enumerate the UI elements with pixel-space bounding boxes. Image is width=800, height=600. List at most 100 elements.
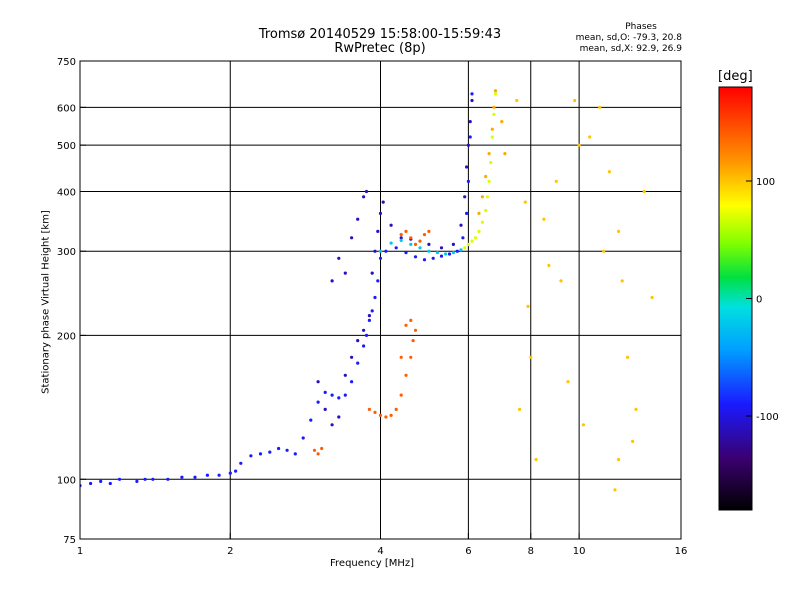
data-point — [588, 135, 592, 139]
data-point — [490, 127, 494, 131]
data-point — [534, 457, 538, 462]
data-point — [381, 200, 385, 204]
y-tick-label: 750 — [57, 57, 76, 68]
data-point — [489, 160, 493, 165]
data-point — [399, 233, 403, 237]
data-point — [362, 328, 366, 332]
y-tick-label: 100 — [57, 475, 76, 486]
data-point — [477, 229, 481, 233]
data-point — [459, 223, 463, 227]
data-point — [650, 295, 654, 300]
data-point — [367, 318, 371, 322]
y-tick-label: 300 — [57, 247, 76, 258]
data-point — [477, 211, 481, 215]
y-tick-label: 75 — [63, 535, 76, 546]
data-point — [487, 179, 491, 183]
data-point — [343, 373, 347, 377]
data-point — [451, 251, 455, 255]
x-axis-ticks: 1 2 4 6 8 10 16 — [77, 533, 688, 557]
data-point — [598, 105, 602, 109]
colorbar-tick-label: 100 — [756, 177, 775, 188]
data-point — [465, 211, 469, 215]
legend-x-mode-stats: mean, sd,X: 92.9, 26.9 — [579, 44, 682, 54]
data-point — [620, 279, 624, 283]
data-point — [625, 355, 630, 359]
data-point — [447, 252, 452, 256]
data-point — [376, 279, 380, 283]
data-point — [205, 473, 209, 477]
y-axis-ticks: 75 100 200 300 400 500 600 750 — [57, 57, 86, 546]
data-point — [293, 452, 297, 456]
data-point — [435, 251, 439, 255]
data-point — [413, 328, 418, 332]
x-tick-label: 4 — [377, 546, 383, 557]
data-point — [389, 413, 393, 417]
scatter-points — [80, 89, 654, 492]
x-tick-label: 8 — [528, 546, 534, 557]
y-tick-label: 500 — [57, 141, 76, 152]
data-point — [413, 255, 418, 259]
data-point — [613, 488, 617, 492]
x-tick-label: 16 — [675, 546, 688, 557]
data-point — [394, 246, 398, 250]
x-tick-label: 1 — [77, 546, 83, 557]
data-point — [451, 242, 455, 246]
data-point — [466, 179, 470, 183]
data-point — [484, 208, 488, 213]
data-point — [268, 450, 272, 454]
data-point — [404, 229, 408, 233]
data-point — [427, 229, 431, 233]
data-point — [427, 249, 431, 253]
data-point — [151, 477, 155, 481]
data-point — [577, 143, 581, 147]
data-point — [399, 238, 403, 242]
data-point — [470, 92, 474, 96]
data-point — [258, 452, 263, 456]
data-point — [466, 143, 470, 147]
data-point — [370, 309, 374, 313]
data-point — [394, 407, 398, 411]
data-point — [378, 211, 383, 215]
data-point — [492, 105, 496, 109]
data-point — [370, 271, 374, 275]
data-point — [364, 333, 369, 337]
data-point — [362, 344, 366, 348]
data-point — [277, 446, 281, 451]
data-point — [89, 481, 93, 486]
data-point — [389, 223, 393, 227]
x-tick-label: 10 — [573, 546, 586, 557]
data-point — [316, 380, 320, 384]
data-point — [418, 239, 422, 243]
data-point — [373, 410, 377, 414]
data-point — [422, 233, 427, 237]
data-point — [602, 249, 606, 253]
data-point — [285, 448, 289, 452]
data-point — [404, 251, 408, 255]
data-point — [642, 189, 646, 194]
data-point — [350, 355, 354, 359]
y-tick-label: 200 — [57, 331, 76, 342]
data-point — [316, 400, 320, 404]
data-point — [631, 439, 635, 443]
data-point — [343, 271, 347, 275]
data-point — [473, 236, 478, 240]
data-point — [384, 249, 388, 253]
data-point — [547, 263, 551, 268]
data-point — [617, 229, 621, 233]
data-point — [399, 355, 403, 359]
data-point — [554, 179, 558, 183]
data-point — [493, 92, 498, 96]
data-point — [427, 242, 431, 246]
data-point — [239, 461, 243, 465]
data-point — [323, 407, 327, 411]
data-point — [350, 236, 354, 240]
x-axis-label: Frequency [MHz] — [330, 558, 415, 569]
data-point — [323, 390, 327, 394]
data-point — [485, 195, 489, 199]
data-point — [135, 479, 139, 483]
data-point — [439, 254, 444, 258]
data-point — [468, 135, 472, 139]
data-point — [367, 407, 371, 411]
data-point — [337, 396, 341, 400]
data-point — [404, 373, 408, 377]
